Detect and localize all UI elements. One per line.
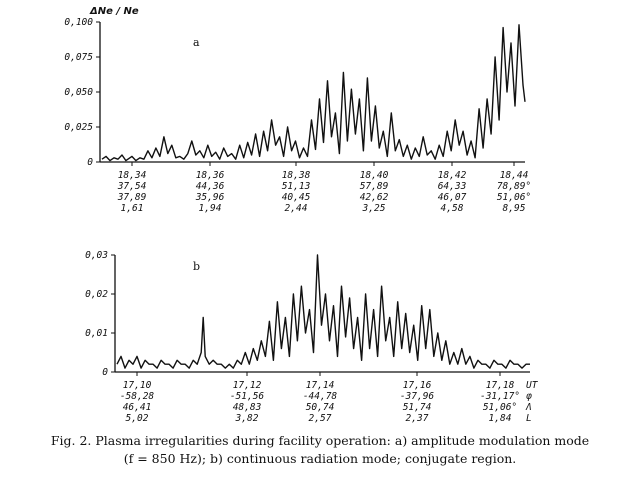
x-tick-label: 2,37 (406, 413, 429, 424)
x-tick-label: 8,95 (503, 203, 526, 214)
x-tick-label: 17,10 (123, 380, 152, 391)
y-tick-label: 0 (102, 367, 108, 378)
y-tick-label: 0,02 (85, 289, 108, 300)
x-tick-label: 18,36 (196, 170, 225, 181)
panel-a-y-ticks: 0 0,025 0,050 0,075 0,100 (64, 17, 100, 168)
x-tick-label: 51,06° (497, 192, 531, 203)
x-tick-label: 17,16 (403, 380, 432, 391)
x-tick-label: 17,12 (233, 380, 262, 391)
x-tick-label: 1,61 (121, 203, 144, 214)
x-tick-label: 18,40 (360, 170, 389, 181)
x-tick-label: 78,89° (497, 181, 531, 192)
x-tick-label: 2,44 (285, 203, 308, 214)
x-tick-label: 48,83 (233, 402, 262, 413)
x-tick-label: 2,57 (309, 413, 332, 424)
x-tick-label: -58,28 (120, 391, 155, 402)
x-tick-label: -31,17° (480, 391, 520, 402)
x-tick-label: 1,84 (489, 413, 512, 424)
figure-caption: Fig. 2. Plasma irregularities during fac… (10, 432, 630, 468)
x-tick-label: 46,41 (123, 402, 152, 413)
panel-b-label: b (193, 260, 200, 273)
y-tick-label: 0,075 (64, 52, 93, 63)
y-tick-label: 0,01 (85, 328, 108, 339)
x-tick-label: 37,89 (117, 192, 147, 203)
row-label: UT (526, 380, 539, 391)
x-tick-label: 5,02 (126, 413, 149, 424)
x-tick-label: 51,74 (403, 402, 432, 413)
panel-a-label: a (193, 36, 200, 49)
x-tick-label: 18,38 (282, 170, 311, 181)
panel-b-y-ticks: 0 0,01 0,02 0,03 (85, 250, 115, 378)
x-tick-label: 57,89 (360, 181, 389, 192)
x-tick-label: 50,74 (306, 402, 335, 413)
panel-a-series-line (101, 24, 526, 162)
caption-line-2: (f = 850 Hz); b) continuous radiation mo… (123, 451, 517, 466)
x-tick-label: 4,58 (441, 203, 464, 214)
x-tick-label: 3,25 (362, 203, 386, 214)
x-tick-label: 37,54 (117, 181, 147, 192)
panel-a-ylabel: ΔNe / Ne (89, 6, 139, 17)
x-tick-label: 18,44 (500, 170, 529, 181)
y-tick-label: 0,025 (64, 122, 93, 133)
y-tick-label: 0,050 (64, 87, 93, 98)
x-tick-label: -51,56 (230, 391, 265, 402)
x-tick-label: 51,13 (282, 181, 311, 192)
x-tick-label: 35,96 (195, 192, 225, 203)
x-tick-label: 42,62 (360, 192, 389, 203)
x-tick-label: 46,07 (438, 192, 467, 203)
x-tick-label: 44,36 (196, 181, 225, 192)
y-tick-label: 0,100 (64, 17, 93, 28)
x-tick-label: 1,94 (199, 203, 222, 214)
caption-line-1: Fig. 2. Plasma irregularities during fac… (50, 433, 590, 448)
y-tick-label: 0,03 (85, 250, 108, 261)
x-tick-label: 17,14 (306, 380, 335, 391)
x-tick-label: 18,34 (118, 170, 147, 181)
x-tick-label: 17,18 (486, 380, 515, 391)
x-tick-label: 40,45 (282, 192, 311, 203)
x-tick-label: 3,82 (235, 413, 259, 424)
row-label: φ (526, 391, 532, 402)
x-tick-label: 51,06° (483, 402, 517, 413)
row-label: L (526, 413, 532, 424)
x-tick-label: -37,96 (400, 391, 435, 402)
panel-b: b 00,010,020,03 17,10-58,2846,415,0217,1… (85, 250, 539, 424)
panel-b-series-line (116, 254, 530, 369)
y-tick-label: 0 (87, 157, 93, 168)
x-tick-label: 64,33 (438, 181, 467, 192)
x-tick-label: 18,42 (438, 170, 467, 181)
x-tick-label: -44,78 (303, 391, 338, 402)
row-label: Λ (525, 402, 532, 413)
